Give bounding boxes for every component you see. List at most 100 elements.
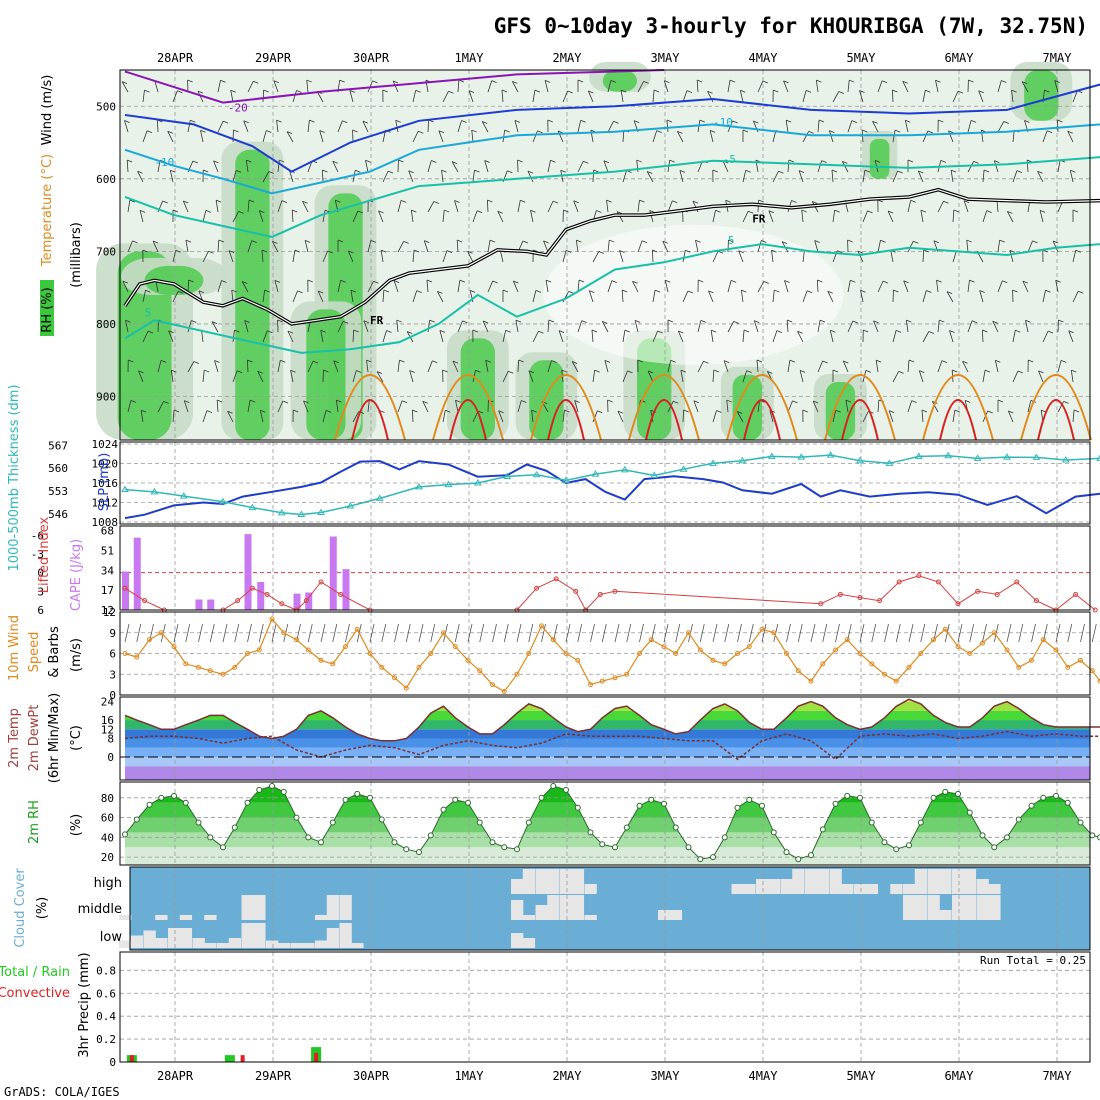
wind-barb	[619, 250, 624, 263]
wind-barb	[217, 240, 220, 253]
rh-marker	[710, 854, 716, 861]
wind-marker	[820, 661, 826, 667]
wind-barb	[306, 80, 309, 93]
wind-barb-flag	[969, 279, 975, 283]
pressure-tick: 500	[96, 100, 116, 113]
wind-barb-flag	[121, 81, 128, 84]
wind-marker	[171, 644, 177, 650]
rh-marker	[734, 804, 741, 811]
wind-barb-flag	[610, 79, 617, 83]
wind-barb	[1042, 130, 1048, 143]
rh-marker	[220, 844, 226, 851]
wind-barb	[652, 290, 656, 303]
rh-marker	[416, 849, 422, 856]
wind-barb-flag	[317, 290, 324, 294]
wind-barb	[682, 290, 689, 303]
wind-barb-flag	[577, 79, 584, 83]
wind-barb-flag	[797, 330, 803, 334]
thickness-tick: 553	[48, 485, 68, 498]
wind-barb-flag	[767, 371, 773, 374]
wind-barb-flag	[1024, 120, 1030, 123]
wind-barb	[316, 91, 324, 103]
rh-band	[125, 847, 1090, 865]
cloud-layer-label: low	[100, 930, 123, 945]
rh-marker	[759, 802, 765, 809]
rh-tick: 80	[101, 792, 114, 805]
warm-dome-orange	[334, 374, 406, 441]
wind-barb-flag	[903, 280, 909, 284]
wind-barb	[1069, 170, 1074, 183]
thickness-marker	[179, 492, 188, 499]
wind-axis-label: Wind (m/s)	[40, 75, 55, 146]
wind-barb-flag	[647, 171, 653, 174]
wind-barb	[1027, 400, 1032, 413]
wind-barb-flag	[231, 289, 237, 293]
rh-marker	[1053, 792, 1059, 799]
wind-barb-flag	[609, 239, 615, 243]
wind-barb	[877, 280, 884, 293]
wind-marker	[661, 644, 667, 650]
wind-barb-flag	[307, 279, 313, 283]
wind-barb-flag	[692, 200, 699, 204]
wind-barb-flag	[712, 169, 718, 173]
wind-barb	[532, 290, 537, 303]
wind-barb-flag	[907, 159, 914, 163]
wind-barb	[1072, 410, 1075, 423]
wind-barb	[757, 80, 764, 93]
wind-barb-flag	[895, 330, 902, 333]
wind-barb	[532, 331, 539, 343]
wind-barb	[352, 210, 359, 223]
wind-barb	[982, 370, 986, 383]
wind-barb	[411, 409, 414, 423]
wind-barb-flag	[742, 129, 749, 133]
precip-conv-bar	[240, 1055, 245, 1062]
wind-barb	[727, 280, 732, 293]
rh-marker	[305, 834, 312, 841]
wind-barb-flag	[296, 90, 302, 93]
rh-marker	[979, 832, 986, 839]
wind-barb-flag	[716, 410, 722, 413]
rh-marker	[489, 839, 496, 846]
wind-barb	[427, 119, 430, 133]
wind-barb-flag	[666, 119, 673, 123]
wind-barb	[307, 360, 314, 373]
wind-barb-flag	[454, 200, 460, 203]
wind-barb-flag	[936, 279, 942, 283]
wind-tick: 3	[109, 668, 116, 681]
wind-barb	[888, 410, 894, 423]
wind-barb	[832, 210, 836, 223]
wind-barb-flag	[507, 170, 513, 174]
rh-marker	[122, 831, 128, 838]
wind-barb-flag	[845, 399, 852, 403]
wind-barb-flag	[898, 371, 904, 374]
wind-barb-flag	[733, 321, 739, 324]
cape-bar	[244, 534, 252, 610]
wind-barb	[409, 370, 414, 383]
wind-barb-flag	[653, 89, 660, 93]
wind-barb-flag	[927, 130, 934, 134]
wind-barb	[1025, 320, 1029, 333]
wind-barb-flag	[776, 330, 783, 334]
slp-tick: 1024	[92, 438, 119, 451]
wind-barb-flag	[1047, 330, 1054, 334]
wind-barb	[530, 210, 534, 223]
wind-barb-flag	[594, 369, 600, 373]
wind-barb	[167, 131, 174, 143]
li-marker	[877, 598, 883, 604]
thickness-marker	[650, 471, 659, 478]
wind-marker	[575, 657, 581, 663]
wind-barb	[1067, 131, 1074, 143]
wind-barb	[232, 170, 237, 183]
wind-barb	[785, 120, 789, 133]
wind-barb	[187, 279, 190, 293]
surface-wind-barb	[577, 623, 583, 643]
cloud-bar-middle	[253, 895, 266, 920]
wind-marker	[403, 685, 409, 691]
wind-barb	[245, 160, 249, 173]
wind-barb-flag	[522, 240, 529, 244]
wind-barb-flag	[835, 409, 841, 413]
wind-barb-flag	[925, 89, 931, 93]
wind-barb-flag	[921, 409, 928, 413]
wind-barb	[247, 81, 254, 93]
